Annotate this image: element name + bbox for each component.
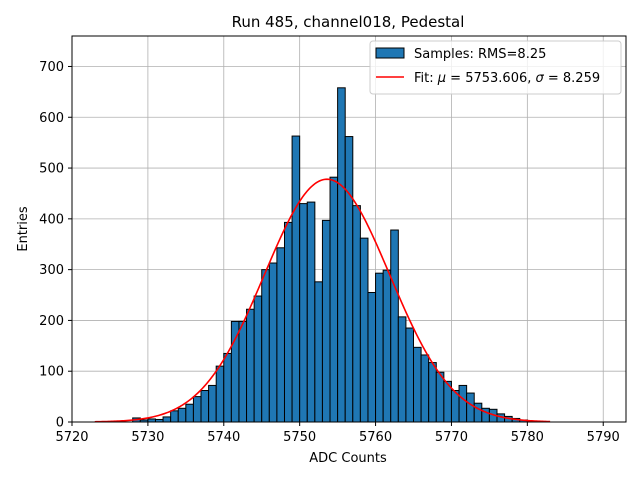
histogram-bar (367, 291, 377, 423)
histogram-bar (435, 371, 445, 423)
y-tick-label: 700 (39, 60, 64, 75)
histogram-bar (306, 201, 316, 423)
histogram-bar (375, 272, 384, 423)
y-tick-label: 0 (56, 416, 64, 431)
y-axis-ticks: 0 100 200 300 400 500 600 700 (39, 60, 72, 431)
y-tick-label: 500 (39, 162, 64, 177)
fit-curve-group (94, 178, 551, 423)
x-axis-label: ADC Counts (309, 451, 387, 466)
histogram-bar (405, 327, 415, 423)
histogram-bar (329, 176, 339, 423)
legend-box (369, 40, 622, 95)
histogram-bar (268, 262, 278, 423)
histogram-bars (132, 87, 544, 423)
histogram-bar (428, 362, 437, 423)
histogram-bar (185, 403, 194, 423)
y-tick-label: 400 (39, 212, 64, 227)
histogram-bar (299, 203, 308, 423)
plot-frame (71, 35, 627, 423)
x-tick-label: 5790 (587, 430, 620, 445)
legend-fit-label: Fit: μ = 5753.606, σ = 8.259 (414, 71, 600, 86)
x-tick-label: 5770 (435, 430, 468, 445)
y-tick-label: 200 (39, 314, 64, 329)
histogram-bar (337, 87, 346, 423)
x-tick-label: 5780 (511, 430, 544, 445)
histogram-bar (208, 384, 217, 423)
histogram-bar (390, 229, 399, 423)
histogram-bar (314, 281, 323, 423)
histogram-bar (321, 219, 331, 423)
legend-hist-label: Samples: RMS=8.25 (414, 47, 546, 62)
y-tick-label: 100 (39, 365, 64, 380)
histogram-bar (466, 392, 475, 423)
x-tick-label: 5720 (55, 430, 88, 445)
fit-curve (94, 178, 551, 423)
chart-title: Run 485, channel018, Pedestal (232, 13, 465, 31)
histogram-bar (192, 396, 202, 423)
legend-sigma-value: = 8.259 (544, 71, 600, 86)
histogram-bar (162, 416, 172, 423)
legend-sigma-symbol: σ (536, 71, 545, 86)
x-axis-ticks: 5720 5730 5740 5750 5760 5770 5780 5790 (55, 422, 620, 445)
histogram-bar (276, 247, 285, 423)
x-tick-label: 5730 (131, 430, 164, 445)
histogram-bar (261, 269, 270, 423)
histogram-bar (352, 205, 361, 423)
histogram-bar (177, 407, 187, 423)
histogram-bar (200, 390, 210, 423)
histogram-bar (215, 365, 225, 423)
y-axis-label: Entries (16, 206, 31, 252)
histogram-bar (458, 384, 468, 423)
legend: Samples: RMS=8.25 Fit: μ = 5753.606, σ =… (369, 40, 622, 95)
x-tick-label: 5750 (283, 430, 316, 445)
legend-mu-symbol: μ (437, 71, 446, 86)
histogram-bar (223, 352, 232, 423)
legend-mu-value: = 5753.606, (446, 71, 535, 86)
histogram-bar (230, 320, 240, 423)
histogram-bar (238, 320, 248, 423)
histogram-bar (246, 308, 255, 423)
histogram-bar (420, 354, 430, 423)
histogram-bar (170, 410, 179, 423)
histogram-bar (397, 316, 407, 423)
histogram-bar (382, 269, 392, 423)
legend-hist-swatch (375, 47, 405, 59)
histogram-bar (473, 402, 483, 423)
y-tick-label: 600 (39, 111, 64, 126)
y-tick-label: 300 (39, 263, 64, 278)
x-tick-label: 5740 (207, 430, 240, 445)
histogram-bar (253, 295, 263, 423)
histogram-bar (291, 135, 301, 423)
histogram-bar (344, 136, 354, 423)
histogram-bar (283, 221, 293, 423)
legend-fit-prefix: Fit: (414, 71, 438, 86)
histogram-bar (413, 346, 422, 423)
histogram-bar (359, 237, 369, 423)
x-tick-label: 5760 (359, 430, 392, 445)
